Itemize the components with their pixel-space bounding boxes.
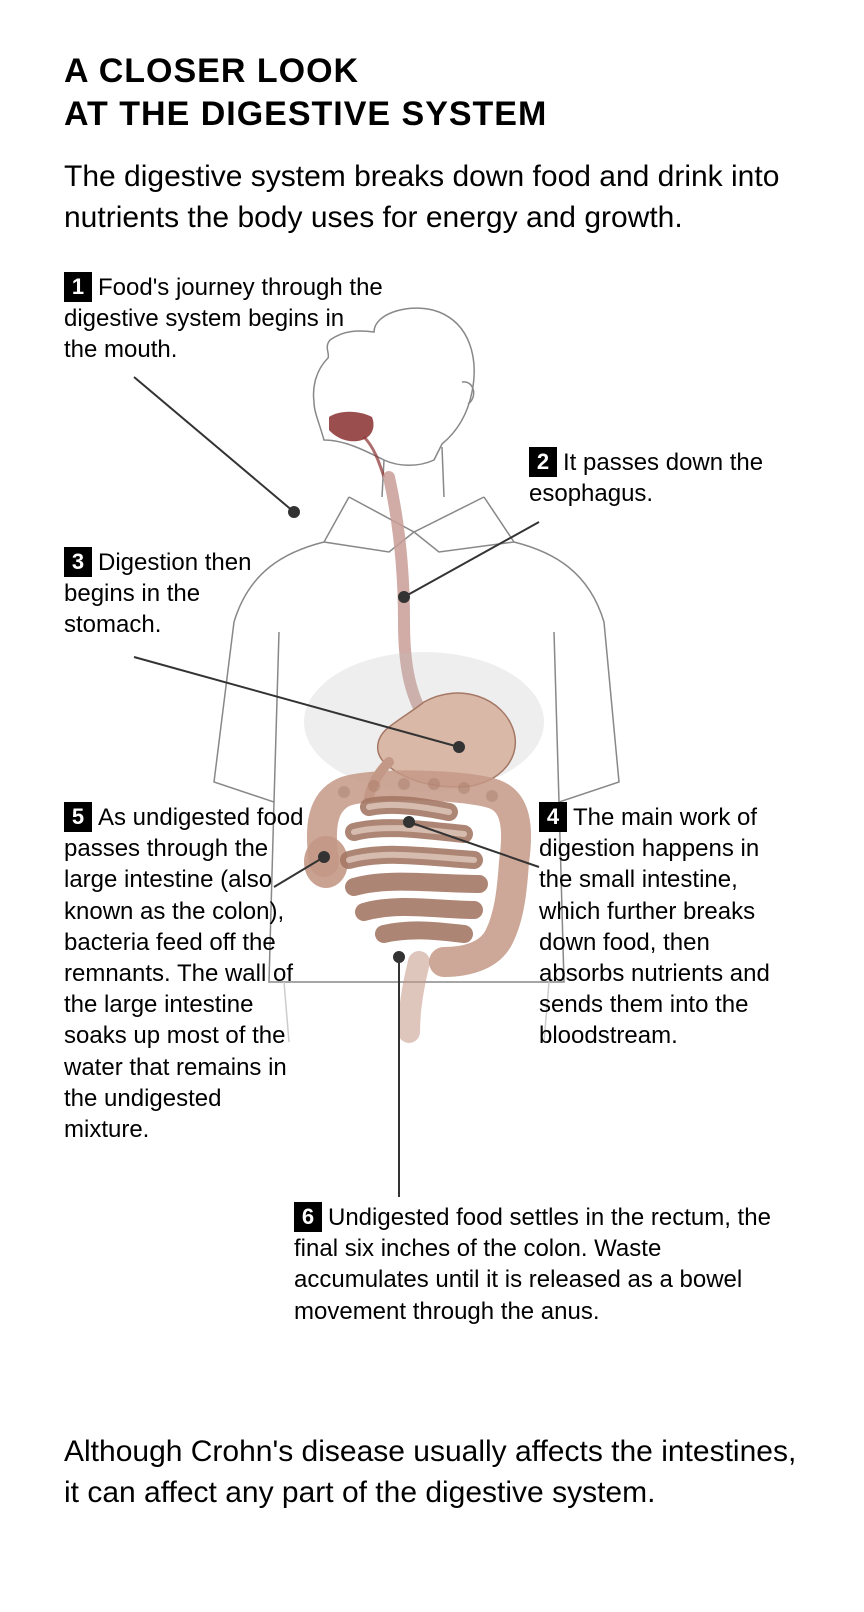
annotation-5: 5As undigested food passes through the l… (64, 802, 304, 1145)
annotation-2-text: It passes down the esophagus. (529, 449, 763, 507)
title-line-2: AT THE DIGESTIVE SYSTEM (64, 95, 547, 133)
annotation-2: 2It passes down the esophagus. (529, 447, 789, 509)
title-line-1: A CLOSER LOOK (64, 52, 359, 90)
footer-text: Although Crohn's disease usually affects… (64, 1432, 800, 1513)
annotation-3: 3Digestion then begins in the stomach. (64, 547, 304, 641)
annotation-3-text: Digestion then begins in the stomach. (64, 549, 251, 638)
step-badge-3: 3 (64, 547, 92, 577)
diagram-area: 1Food's journey through the digestive sy… (64, 262, 800, 1412)
step-badge-1: 1 (64, 272, 92, 302)
step-badge-4: 4 (539, 802, 567, 832)
annotation-4-text: The main work of digestion happens in th… (539, 804, 770, 1049)
step-badge-6: 6 (294, 1202, 322, 1232)
annotation-6: 6Undigested food settles in the rectum, … (294, 1202, 774, 1327)
intro-text: The digestive system breaks down food an… (64, 157, 800, 238)
page-title: A CLOSER LOOK AT THE DIGESTIVE SYSTEM (64, 50, 800, 135)
step-badge-2: 2 (529, 447, 557, 477)
annotation-1: 1Food's journey through the digestive sy… (64, 272, 384, 366)
annotation-6-text: Undigested food settles in the rectum, t… (294, 1204, 771, 1325)
annotation-4: 4The main work of digestion happens in t… (539, 802, 799, 1052)
annotation-1-text: Food's journey through the digestive sys… (64, 274, 383, 363)
step-badge-5: 5 (64, 802, 92, 832)
annotation-5-text: As undigested food passes through the la… (64, 804, 304, 1143)
